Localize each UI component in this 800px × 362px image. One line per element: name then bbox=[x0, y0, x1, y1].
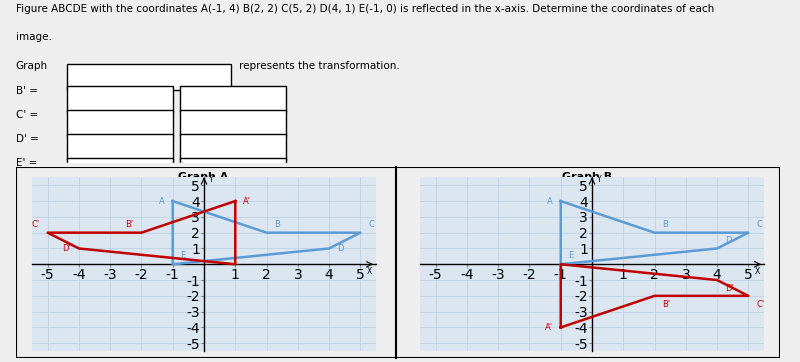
Text: Y: Y bbox=[209, 175, 214, 184]
Text: X: X bbox=[755, 267, 760, 276]
Text: C' =: C' = bbox=[16, 110, 38, 120]
Bar bbox=[67, 64, 231, 90]
Bar bbox=[181, 134, 286, 160]
Text: D': D' bbox=[62, 244, 71, 253]
Text: E: E bbox=[181, 251, 186, 260]
Bar bbox=[67, 110, 173, 136]
Bar bbox=[67, 134, 173, 160]
Text: D': D' bbox=[725, 284, 734, 293]
Text: A: A bbox=[159, 197, 165, 206]
Text: A': A' bbox=[545, 323, 553, 332]
Text: E: E bbox=[569, 251, 574, 260]
Text: B': B' bbox=[662, 300, 670, 309]
Text: Graph B: Graph B bbox=[562, 172, 613, 182]
Bar bbox=[67, 87, 173, 112]
Text: Graph: Graph bbox=[16, 61, 48, 71]
Bar bbox=[181, 110, 286, 136]
Bar bbox=[181, 158, 286, 184]
Text: B': B' bbox=[126, 220, 134, 229]
Text: C': C' bbox=[756, 300, 764, 309]
Text: A': A' bbox=[243, 197, 251, 206]
Bar bbox=[181, 87, 286, 112]
Text: B' =: B' = bbox=[16, 87, 38, 96]
Text: Graph A: Graph A bbox=[178, 172, 228, 182]
Text: E' =: E' = bbox=[16, 158, 38, 168]
Text: X: X bbox=[367, 267, 372, 276]
Text: D' =: D' = bbox=[16, 134, 38, 144]
Text: C: C bbox=[368, 220, 374, 229]
Text: Figure ABCDE with the coordinates A(-1, 4) B(2, 2) C(5, 2) D(4, 1) E(-1, 0) is r: Figure ABCDE with the coordinates A(-1, … bbox=[16, 4, 714, 14]
Text: image.: image. bbox=[16, 32, 52, 42]
Text: B: B bbox=[274, 220, 280, 229]
Text: Y: Y bbox=[597, 175, 602, 184]
Text: D: D bbox=[725, 236, 731, 244]
Text: A: A bbox=[547, 197, 553, 206]
Text: B: B bbox=[662, 220, 668, 229]
Text: C: C bbox=[756, 220, 762, 229]
Text: C': C' bbox=[32, 220, 40, 229]
Text: represents the transformation.: represents the transformation. bbox=[239, 61, 400, 71]
Text: D: D bbox=[337, 244, 343, 253]
Bar bbox=[67, 158, 173, 184]
